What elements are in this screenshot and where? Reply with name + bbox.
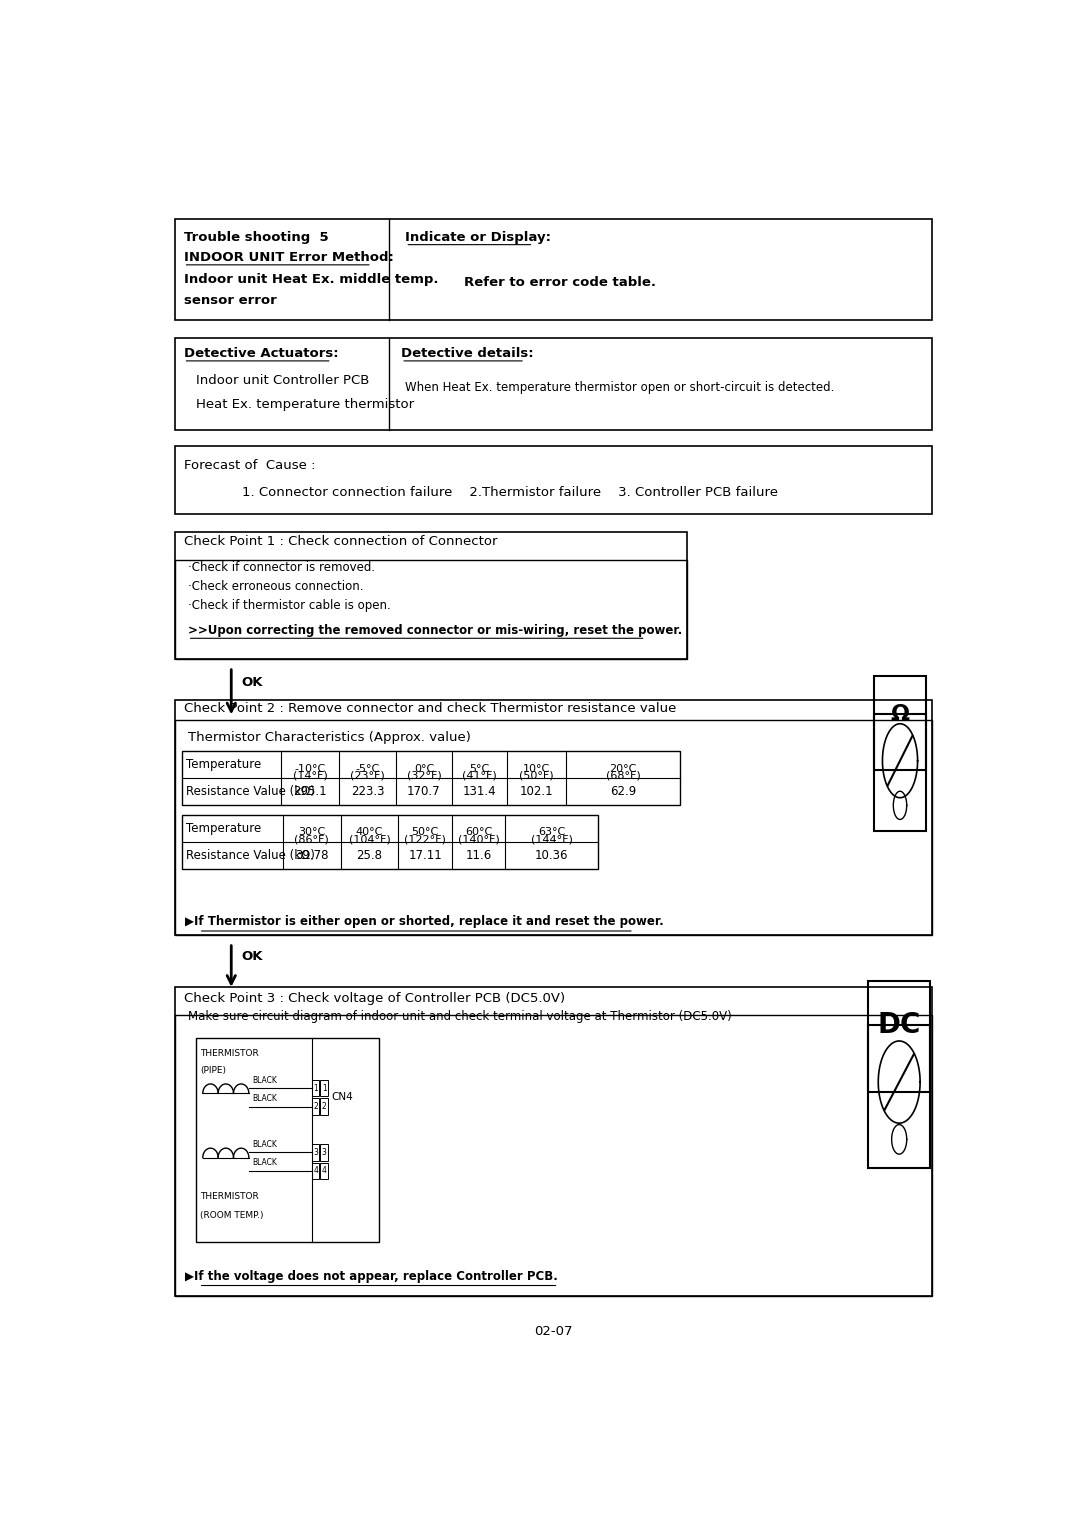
Text: Check Point 2 : Remove connector and check Thermistor resistance value: Check Point 2 : Remove connector and che…	[184, 702, 676, 715]
Text: ▶If Thermistor is either open or shorted, replace it and reset the power.: ▶If Thermistor is either open or shorted…	[186, 915, 664, 929]
Text: Temperature: Temperature	[186, 758, 261, 772]
Text: Refer to error code table.: Refer to error code table.	[464, 276, 656, 288]
Text: Indicate or Display:: Indicate or Display:	[405, 232, 552, 244]
Text: 3: 3	[313, 1148, 319, 1157]
Text: 60°C: 60°C	[465, 827, 492, 837]
Text: BLACK: BLACK	[253, 1075, 278, 1084]
Text: ·Check if connector is removed.: ·Check if connector is removed.	[188, 561, 375, 573]
Text: 62.9: 62.9	[610, 785, 636, 799]
Text: -10°C: -10°C	[295, 764, 326, 773]
Text: (140°F): (140°F)	[458, 834, 500, 843]
Text: 131.4: 131.4	[462, 785, 496, 799]
Text: Indoor unit Controller PCB: Indoor unit Controller PCB	[197, 374, 369, 387]
Text: BLACK: BLACK	[253, 1157, 278, 1167]
Text: Detective details:: Detective details:	[401, 348, 534, 360]
Text: -5°C: -5°C	[355, 764, 380, 773]
Text: 223.3: 223.3	[351, 785, 384, 799]
Text: BLACK: BLACK	[253, 1139, 278, 1148]
Text: CN4: CN4	[332, 1092, 353, 1103]
Text: 295.1: 295.1	[294, 785, 327, 799]
Text: Trouble shooting  5: Trouble shooting 5	[184, 232, 328, 244]
Text: Check Point 1 : Check connection of Connector: Check Point 1 : Check connection of Conn…	[184, 535, 497, 549]
Text: (14°F): (14°F)	[293, 770, 327, 781]
Text: (32°F): (32°F)	[406, 770, 442, 781]
Text: (86°F): (86°F)	[294, 834, 329, 843]
Text: Ω: Ω	[891, 703, 909, 724]
Text: 4: 4	[322, 1167, 326, 1176]
Text: Resistance Value (kΩ): Resistance Value (kΩ)	[186, 849, 315, 862]
Text: (50°F): (50°F)	[519, 770, 554, 781]
Text: OK: OK	[241, 950, 262, 964]
Text: 170.7: 170.7	[407, 785, 441, 799]
Text: BLACK: BLACK	[253, 1093, 278, 1103]
Text: 2: 2	[322, 1103, 326, 1112]
Text: (PIPE): (PIPE)	[200, 1066, 227, 1075]
Text: THERMISTOR: THERMISTOR	[200, 1049, 259, 1058]
Text: 1: 1	[313, 1084, 319, 1093]
Text: (68°F): (68°F)	[606, 770, 640, 781]
Text: ▶If the voltage does not appear, replace Controller PCB.: ▶If the voltage does not appear, replace…	[186, 1270, 558, 1283]
Text: sensor error: sensor error	[184, 294, 276, 307]
Text: 102.1: 102.1	[519, 785, 553, 799]
Text: 63°C: 63°C	[538, 827, 565, 837]
Text: 3: 3	[322, 1148, 326, 1157]
Text: INDOOR UNIT Error Method:: INDOOR UNIT Error Method:	[184, 252, 393, 264]
Text: Forecast of  Cause :: Forecast of Cause :	[184, 459, 315, 471]
Text: Make sure circuit diagram of indoor unit and check terminal voltage at Thermisto: Make sure circuit diagram of indoor unit…	[188, 1010, 731, 1023]
Text: (23°F): (23°F)	[350, 770, 384, 781]
Text: Heat Ex. temperature thermistor: Heat Ex. temperature thermistor	[197, 398, 415, 412]
Text: Check Point 3 : Check voltage of Controller PCB (DC5.0V): Check Point 3 : Check voltage of Control…	[184, 991, 565, 1005]
Text: (ROOM TEMP.): (ROOM TEMP.)	[200, 1211, 264, 1220]
Text: >>Upon correcting the removed connector or mis-wiring, reset the power.: >>Upon correcting the removed connector …	[188, 624, 681, 637]
Text: (144°F): (144°F)	[530, 834, 572, 843]
Text: 0°C: 0°C	[414, 764, 434, 773]
Text: 30°C: 30°C	[298, 827, 325, 837]
Text: 10.36: 10.36	[535, 849, 568, 862]
Text: Thermistor Characteristics (Approx. value): Thermistor Characteristics (Approx. valu…	[188, 730, 471, 744]
Text: 50°C: 50°C	[411, 827, 438, 837]
Text: 1. Connector connection failure    2.Thermistor failure    3. Controller PCB fai: 1. Connector connection failure 2.Thermi…	[242, 486, 778, 499]
Text: 5°C: 5°C	[469, 764, 489, 773]
Text: 11.6: 11.6	[465, 849, 491, 862]
Text: Resistance Value (kΩ): Resistance Value (kΩ)	[186, 785, 315, 799]
Text: (104°F): (104°F)	[349, 834, 390, 843]
Text: DC: DC	[877, 1011, 921, 1040]
Text: 2: 2	[313, 1103, 319, 1112]
Text: 1: 1	[322, 1084, 326, 1093]
Text: (41°F): (41°F)	[462, 770, 497, 781]
Text: Temperature: Temperature	[186, 822, 261, 834]
Text: 17.11: 17.11	[408, 849, 442, 862]
Text: Detective Actuators:: Detective Actuators:	[184, 348, 338, 360]
Text: 10°C: 10°C	[523, 764, 550, 773]
Text: 20°C: 20°C	[609, 764, 637, 773]
Text: THERMISTOR: THERMISTOR	[200, 1191, 259, 1200]
Text: 4: 4	[313, 1167, 319, 1176]
Text: When Heat Ex. temperature thermistor open or short-circuit is detected.: When Heat Ex. temperature thermistor ope…	[405, 381, 835, 393]
Text: ·Check erroneous connection.: ·Check erroneous connection.	[188, 580, 363, 593]
Text: 25.8: 25.8	[356, 849, 382, 862]
Text: 40°C: 40°C	[355, 827, 383, 837]
Text: ·Check if thermistor cable is open.: ·Check if thermistor cable is open.	[188, 599, 391, 612]
Text: 02-07: 02-07	[535, 1325, 572, 1337]
Text: OK: OK	[241, 676, 262, 689]
Text: 39.78: 39.78	[295, 849, 328, 862]
Text: Indoor unit Heat Ex. middle temp.: Indoor unit Heat Ex. middle temp.	[184, 273, 438, 287]
Text: (122°F): (122°F)	[404, 834, 446, 843]
